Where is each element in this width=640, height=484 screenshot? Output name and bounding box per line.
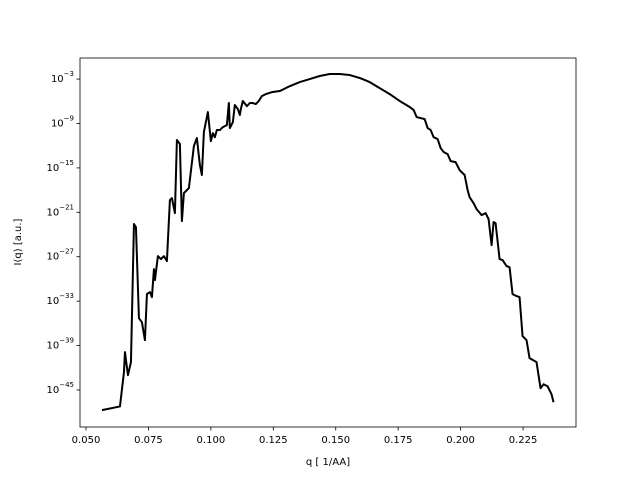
y-tick-label: 10−27	[46, 248, 74, 263]
x-tick-label: 0.075	[134, 435, 163, 446]
y-tick-label: 10−3	[51, 70, 74, 85]
x-tick-label: 0.050	[72, 435, 101, 446]
x-tick-label: 0.125	[259, 435, 288, 446]
y-axis-label: I(q) [a.u.]	[13, 218, 24, 265]
y-tick-label: 10−9	[51, 114, 74, 129]
y-tick-label: 10−15	[46, 159, 74, 174]
x-tick-label: 0.225	[509, 435, 538, 446]
x-tick-label: 0.100	[197, 435, 226, 446]
y-tick-label: 10−33	[46, 292, 74, 307]
y-tick-label: 10−39	[46, 337, 74, 352]
x-tick-label: 0.200	[446, 435, 475, 446]
y-tick-label: 10−21	[46, 203, 74, 218]
x-tick-label: 0.175	[384, 435, 413, 446]
x-tick-label: 0.150	[321, 435, 350, 446]
data-line	[101, 73, 555, 412]
x-axis-label: q [ 1/AA]	[306, 457, 350, 468]
plot-frame	[79, 57, 577, 428]
y-tick-label: 10−45	[46, 381, 74, 396]
